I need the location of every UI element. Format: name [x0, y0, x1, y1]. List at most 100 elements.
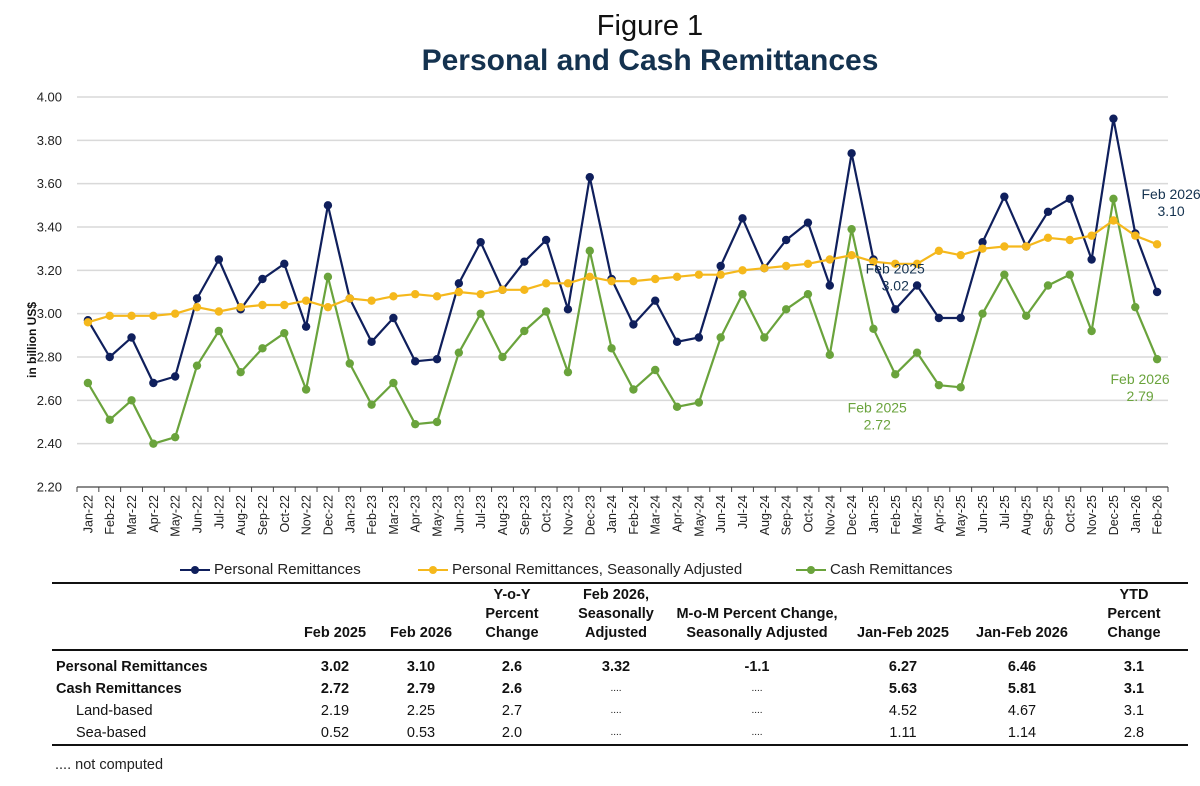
figure-label: Figure 1 — [596, 10, 704, 42]
table-cell: 2.0 — [501, 725, 523, 741]
data-point — [738, 214, 747, 223]
data-point — [563, 279, 573, 288]
data-point — [825, 255, 834, 264]
x-tick-label: Mar-25 — [911, 495, 925, 535]
x-tick-label: Feb-25 — [889, 495, 903, 535]
x-tick-label: Jun-23 — [452, 495, 466, 533]
x-tick-label: Jun-22 — [191, 495, 205, 533]
data-point — [694, 398, 704, 407]
data-point — [280, 300, 289, 310]
data-point — [280, 328, 289, 338]
data-point — [476, 309, 485, 318]
data-point — [83, 318, 93, 327]
data-point — [978, 244, 987, 253]
data-point — [563, 305, 573, 314]
data-point — [1131, 231, 1140, 240]
data-point — [301, 322, 311, 331]
y-tick-label: 2.80 — [37, 350, 62, 365]
data-point — [760, 333, 769, 342]
x-axis: Jan-22 Feb-22 Mar-22 Apr-22 May-22 Jun-22 Jul-… — [76, 486, 1169, 537]
series-personal-remittances — [83, 114, 1162, 388]
annotation-label: Feb 2025 — [866, 260, 925, 276]
x-tick-label: Oct-23 — [540, 495, 554, 533]
table-cell: -1.1 — [744, 659, 770, 675]
data-point — [83, 378, 93, 388]
table-cell: 3.1 — [1123, 681, 1145, 697]
data-point — [781, 305, 791, 314]
series-group — [83, 114, 1162, 448]
gridlines — [77, 96, 1168, 445]
data-point — [236, 367, 245, 377]
data-point — [1109, 194, 1118, 204]
data-point — [651, 274, 660, 284]
x-tick-label: Sep-22 — [256, 495, 270, 535]
table-cell: 3.1 — [1123, 703, 1145, 719]
x-tick-label: Aug-23 — [496, 495, 510, 535]
data-point — [280, 259, 289, 269]
data-point — [520, 257, 529, 266]
data-point — [912, 281, 922, 290]
data-point — [1131, 302, 1140, 312]
table-cell: 2.19 — [320, 703, 350, 719]
x-tick-label: Sep-23 — [518, 495, 532, 535]
x-tick-label: Apr-22 — [147, 495, 161, 533]
table-header: Feb 2026, Seasonally Adjusted — [578, 587, 654, 641]
data-point — [978, 309, 987, 318]
data-point — [454, 287, 464, 297]
data-point — [629, 276, 638, 286]
figure-title: Personal and Cash Remittances — [421, 44, 879, 77]
data-point — [520, 285, 529, 295]
x-tick-label: Jan-24 — [605, 495, 619, 533]
table-cell: 0.53 — [406, 725, 436, 741]
table-cell: 4.52 — [888, 703, 918, 719]
table-row: Cash Remittances 2.72 2.79 2.6 .... ....… — [52, 678, 1188, 700]
x-tick-label: Mar-23 — [387, 495, 401, 535]
data-point — [825, 281, 834, 290]
data-point — [672, 337, 682, 347]
x-tick-label: Mar-22 — [125, 495, 139, 535]
data-point — [891, 259, 900, 269]
x-tick-label: Dec-22 — [321, 495, 335, 535]
table-cell: 2.79 — [406, 681, 436, 697]
table-header: Jan-Feb 2026 — [976, 625, 1068, 641]
data-point — [236, 302, 245, 312]
data-point — [1065, 270, 1075, 279]
x-tick-label: Jul-25 — [998, 495, 1012, 529]
x-tick-label: Nov-24 — [823, 495, 837, 535]
data-point — [192, 294, 202, 303]
data-point — [105, 415, 114, 425]
x-tick-label: Oct-22 — [278, 495, 292, 533]
legend-swatch-cash — [796, 564, 826, 576]
data-point — [323, 302, 333, 312]
table-header: Feb 2025 — [303, 625, 367, 641]
data-point — [301, 385, 311, 394]
data-point — [498, 352, 507, 362]
annotation-value: 2.79 — [1126, 388, 1153, 404]
data-point — [716, 270, 725, 279]
table-cell: 5.81 — [1007, 681, 1037, 697]
data-point — [607, 276, 616, 286]
data-point — [738, 289, 747, 299]
data-point — [214, 255, 224, 264]
y-tick-label: 2.60 — [37, 393, 62, 408]
data-point — [258, 300, 267, 310]
legend-label: Cash Remittances — [830, 561, 953, 578]
data-point — [781, 261, 791, 271]
legend-item-personal-sa: Personal Remittances, Seasonally Adjuste… — [418, 561, 742, 578]
data-point — [563, 367, 573, 377]
x-tick-label: May-23 — [431, 495, 445, 537]
data-point — [1152, 354, 1162, 364]
table-header: YTD Percent Change — [1107, 587, 1161, 641]
table-header-row: Feb 2025 Feb 2026 Y-o-Y Percent Change F… — [52, 583, 1188, 650]
x-tick-label: Feb-22 — [103, 495, 117, 535]
data-point — [803, 289, 813, 299]
data-point — [1109, 114, 1118, 123]
data-point — [323, 272, 333, 282]
legend-label: Personal Remittances — [214, 561, 361, 578]
data-point — [389, 378, 398, 388]
data-point — [607, 344, 616, 353]
table-cell: 5.63 — [888, 681, 918, 697]
data-point — [847, 149, 856, 158]
x-tick-label: Feb-23 — [365, 495, 379, 535]
table-cell: .... — [751, 683, 763, 694]
